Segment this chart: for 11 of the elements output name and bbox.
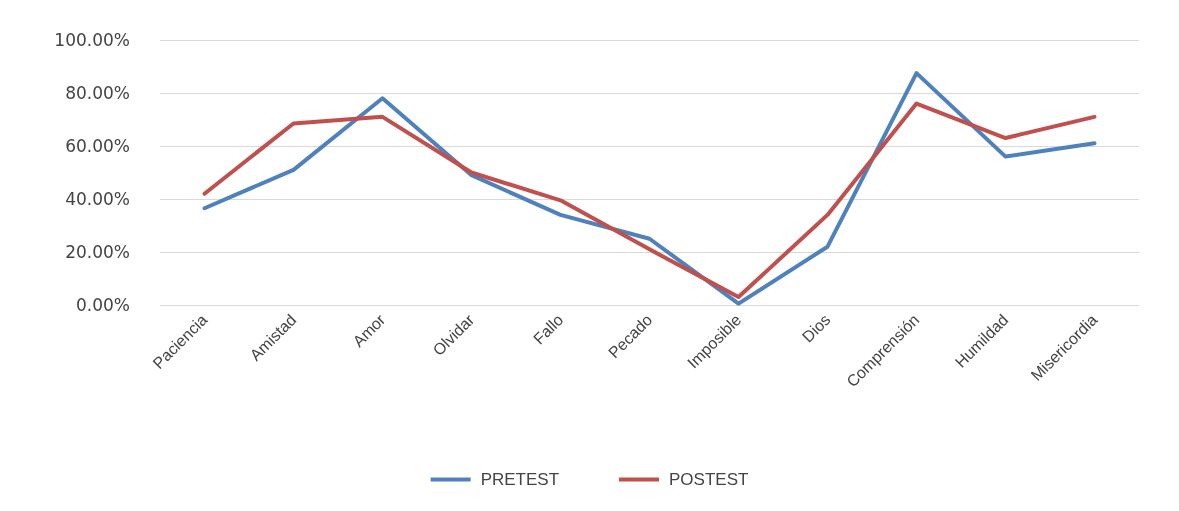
legend-label: POSTEST: [669, 470, 749, 489]
y-tick-label: 0.00%: [75, 295, 130, 315]
y-tick-label: 40.00%: [65, 189, 130, 209]
legend-label: PRETEST: [480, 470, 560, 489]
y-tick-label: 20.00%: [65, 242, 130, 262]
x-tick-label: Dios: [798, 310, 834, 346]
y-tick-label: 100.00%: [54, 30, 130, 50]
line-series: [202, 101, 1097, 300]
line-series: [202, 71, 1097, 306]
y-tick-label: 80.00%: [65, 83, 130, 103]
y-tick-label: 60.00%: [65, 136, 130, 156]
